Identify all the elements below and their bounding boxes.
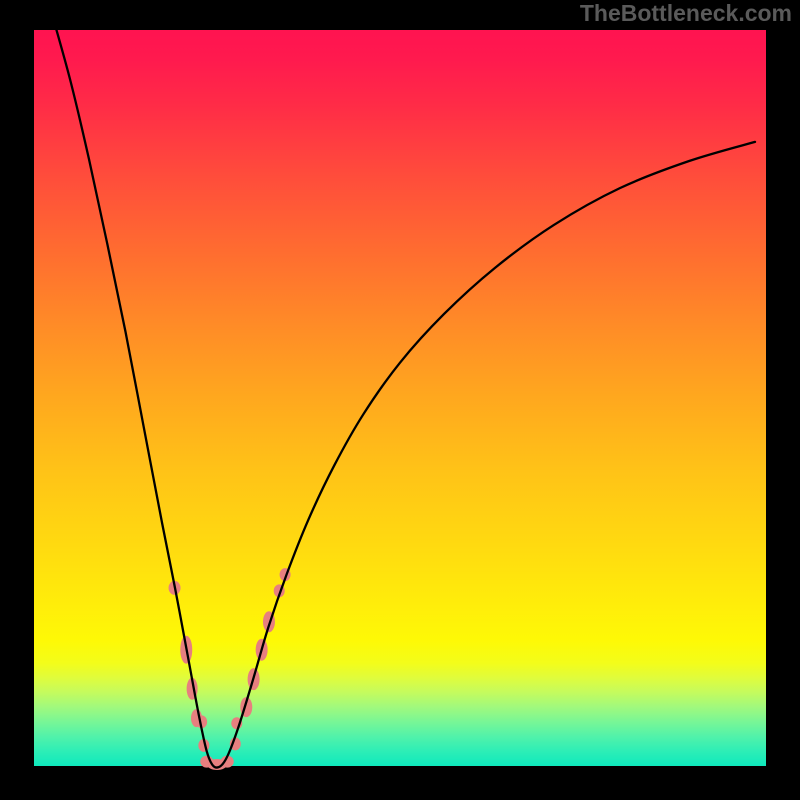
chart-stage: TheBottleneck.com bbox=[0, 0, 800, 800]
chart-svg bbox=[0, 0, 800, 800]
watermark-text: TheBottleneck.com bbox=[580, 0, 792, 27]
plot-gradient-bg bbox=[34, 30, 766, 766]
